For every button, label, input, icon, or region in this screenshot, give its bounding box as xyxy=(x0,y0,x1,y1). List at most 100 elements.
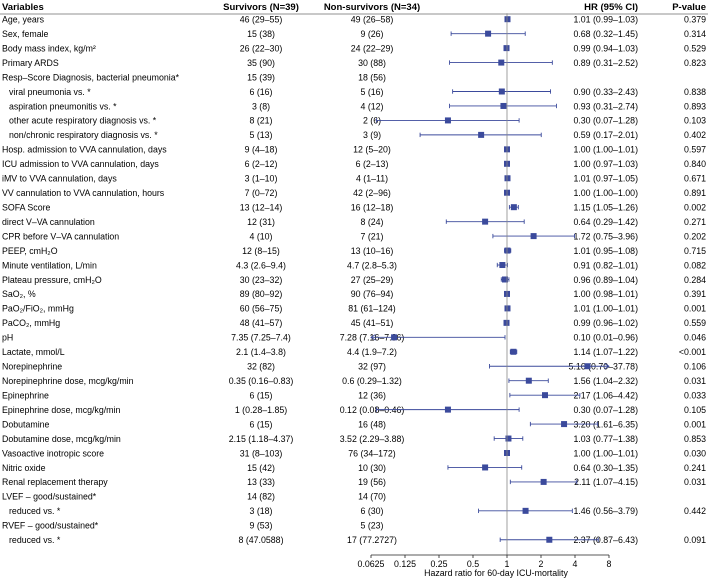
hr-point xyxy=(391,334,398,341)
row-label: PEEP, cmH₂O xyxy=(2,246,58,256)
row-label: CPR before V–VA cannulation xyxy=(2,231,119,241)
row-survivors: 4 (10) xyxy=(250,231,273,241)
table-row: iMV to VVA cannulation, days 3 (1–10) 4 (1… xyxy=(2,174,706,184)
row-survivors: 26 (22–30) xyxy=(240,43,283,53)
header-variables: Variables xyxy=(2,2,44,13)
row-label: Dobutamine dose, mcg/kg/min xyxy=(2,434,121,444)
hr-point xyxy=(540,478,547,485)
row-nonsurvivors: 9 (26) xyxy=(361,29,384,39)
row-nonsurvivors: 5 (23) xyxy=(361,521,384,531)
row-pvalue: 0.033 xyxy=(684,390,706,400)
x-tick-label: 0.25 xyxy=(430,559,447,569)
row-hr: 2.17 (1.06–4.42) xyxy=(573,390,638,400)
row-label: LVEF – good/sustained* xyxy=(2,492,97,502)
row-hr: 2.37 (0.87–6.43) xyxy=(573,535,638,545)
table-row: Epinephrine 6 (15) 12 (36) 2.17 (1.06–4.42)… xyxy=(2,390,706,400)
row-label: SOFA Score xyxy=(2,202,51,212)
row-survivors: 3 (18) xyxy=(250,506,273,516)
row-survivors: 89 (80–92) xyxy=(240,289,283,299)
row-pvalue: 0.002 xyxy=(684,202,706,212)
row-survivors: 14 (82) xyxy=(247,492,275,502)
table-row: SaO₂, % 89 (80–92) 90 (76–94) 1.00 (0.98–1.… xyxy=(2,289,706,299)
hr-point xyxy=(542,392,549,399)
table-row: Norepinephrine dose, mcg/kg/min 0.35 (0.1… xyxy=(2,376,706,386)
row-label: Dobutamine xyxy=(2,419,50,429)
hr-point xyxy=(561,421,568,428)
x-tick-label: 0.5 xyxy=(467,559,479,569)
x-tick-label: 0.0625 xyxy=(358,559,385,569)
row-nonsurvivors: 10 (30) xyxy=(358,463,386,473)
row-hr: 0.99 (0.94–1.03) xyxy=(573,43,638,53)
row-nonsurvivors: 4.7 (2.8–5.3) xyxy=(347,260,397,270)
table-row: Resp–Score Diagnosis, bacterial pneumoni… xyxy=(2,72,386,82)
row-hr: 1.00 (1.00–1.01) xyxy=(573,448,638,458)
row-nonsurvivors: 14 (70) xyxy=(358,492,386,502)
table-row: ICU admission to VVA cannulation, days 6 … xyxy=(2,159,706,169)
table-row: Sex, female 15 (38) 9 (26) 0.68 (0.32–1.45)… xyxy=(2,29,706,39)
hr-point xyxy=(505,435,512,442)
hr-point xyxy=(500,102,507,109)
row-label: Body mass index, kg/m² xyxy=(2,43,96,53)
row-label: Norepinephrine xyxy=(2,362,62,372)
row-nonsurvivors: 16 (12–18) xyxy=(351,202,394,212)
row-hr: 0.68 (0.32–1.45) xyxy=(573,29,638,39)
table-row: Minute ventilation, L/min 4.3 (2.6–9.4) 4.… xyxy=(2,260,706,270)
row-nonsurvivors: 18 (56) xyxy=(358,72,386,82)
row-pvalue: 0.001 xyxy=(684,419,706,429)
row-label: Primary ARDS xyxy=(2,58,59,68)
row-label: non/chronic respiratory diagnosis vs. * xyxy=(9,130,158,140)
row-nonsurvivors: 6 (2–13) xyxy=(356,159,389,169)
row-hr: 0.30 (0.07–1.28) xyxy=(573,405,638,415)
row-label: Resp–Score Diagnosis, bacterial pneumoni… xyxy=(2,72,180,82)
row-nonsurvivors: 45 (41–51) xyxy=(351,318,394,328)
row-survivors: 6 (16) xyxy=(250,87,273,97)
row-hr: 1.72 (0.75–3.96) xyxy=(573,231,638,241)
row-nonsurvivors: 16 (48) xyxy=(358,419,386,429)
row-nonsurvivors: 90 (76–94) xyxy=(351,289,394,299)
row-label: SaO₂, % xyxy=(2,289,36,299)
row-survivors: 15 (38) xyxy=(247,29,275,39)
hr-point xyxy=(530,233,537,240)
row-survivors: 1 (0.28–1.85) xyxy=(235,405,287,415)
row-pvalue: 0.046 xyxy=(684,333,706,343)
row-pvalue: 0.391 xyxy=(684,289,706,299)
row-survivors: 60 (56–75) xyxy=(240,304,283,314)
row-hr: 1.15 (1.05–1.26) xyxy=(573,202,638,212)
row-nonsurvivors: 0.6 (0.29–1.32) xyxy=(342,376,402,386)
row-hr: 0.91 (0.82–1.01) xyxy=(573,260,638,270)
row-nonsurvivors: 42 (2–96) xyxy=(353,188,391,198)
row-hr: 0.59 (0.17–2.01) xyxy=(573,130,638,140)
ci-arrow-left xyxy=(370,334,376,341)
row-survivors: 2.1 (1.4–3.8) xyxy=(236,347,286,357)
x-axis-ticks: 0.0625 0.125 0.25 0.5 1 2 4 8 xyxy=(358,555,612,569)
row-survivors: 31 (8–103) xyxy=(240,448,283,458)
row-survivors: 8 (47.0588) xyxy=(239,535,284,545)
row-label: Epinephrine xyxy=(2,390,49,400)
hr-point xyxy=(485,30,492,37)
row-pvalue: 0.082 xyxy=(684,260,706,270)
row-nonsurvivors: 2 (6) xyxy=(363,116,381,126)
row-survivors: 30 (23–32) xyxy=(240,275,283,285)
row-pvalue: 0.202 xyxy=(684,231,706,241)
row-survivors: 4.3 (2.6–9.4) xyxy=(236,260,286,270)
row-label: Epinephrine dose, mcg/kg/min xyxy=(2,405,120,415)
table-row: Nitric oxide 15 (42) 10 (30) 0.64 (0.30–1.3… xyxy=(2,463,706,473)
row-hr: 0.90 (0.33–2.43) xyxy=(573,87,638,97)
table-row: Vasoactive inotropic score 31 (8–103) 76 (… xyxy=(2,448,706,458)
row-nonsurvivors: 27 (25–29) xyxy=(351,275,394,285)
table-row: pH 7.35 (7.25–7.4) 7.28 (7.16–7.36) 0.10 (0… xyxy=(2,333,706,343)
row-survivors: 6 (15) xyxy=(250,390,273,400)
row-hr: 1.56 (1.04–2.32) xyxy=(573,376,638,386)
table-row: PEEP, cmH₂O 12 (8–15) 13 (10–16) 1.01 (0.95… xyxy=(2,246,706,256)
row-pvalue: 0.105 xyxy=(684,405,706,415)
row-nonsurvivors: 17 (77.2727) xyxy=(347,535,397,545)
row-nonsurvivors: 3 (9) xyxy=(363,130,381,140)
row-nonsurvivors: 30 (88) xyxy=(358,58,386,68)
table-row: PaO₂/FiO₂, mmHg 60 (56–75) 81 (61–124) 1.01… xyxy=(2,304,706,314)
row-survivors: 8 (21) xyxy=(250,116,273,126)
row-pvalue: 0.823 xyxy=(684,58,706,68)
hr-point xyxy=(504,175,511,182)
row-survivors: 9 (4–18) xyxy=(245,145,278,155)
ci-arrow-right xyxy=(604,363,610,370)
table-row: aspiration pneumonitis vs. * 3 (8) 4 (12) 0… xyxy=(9,101,706,111)
